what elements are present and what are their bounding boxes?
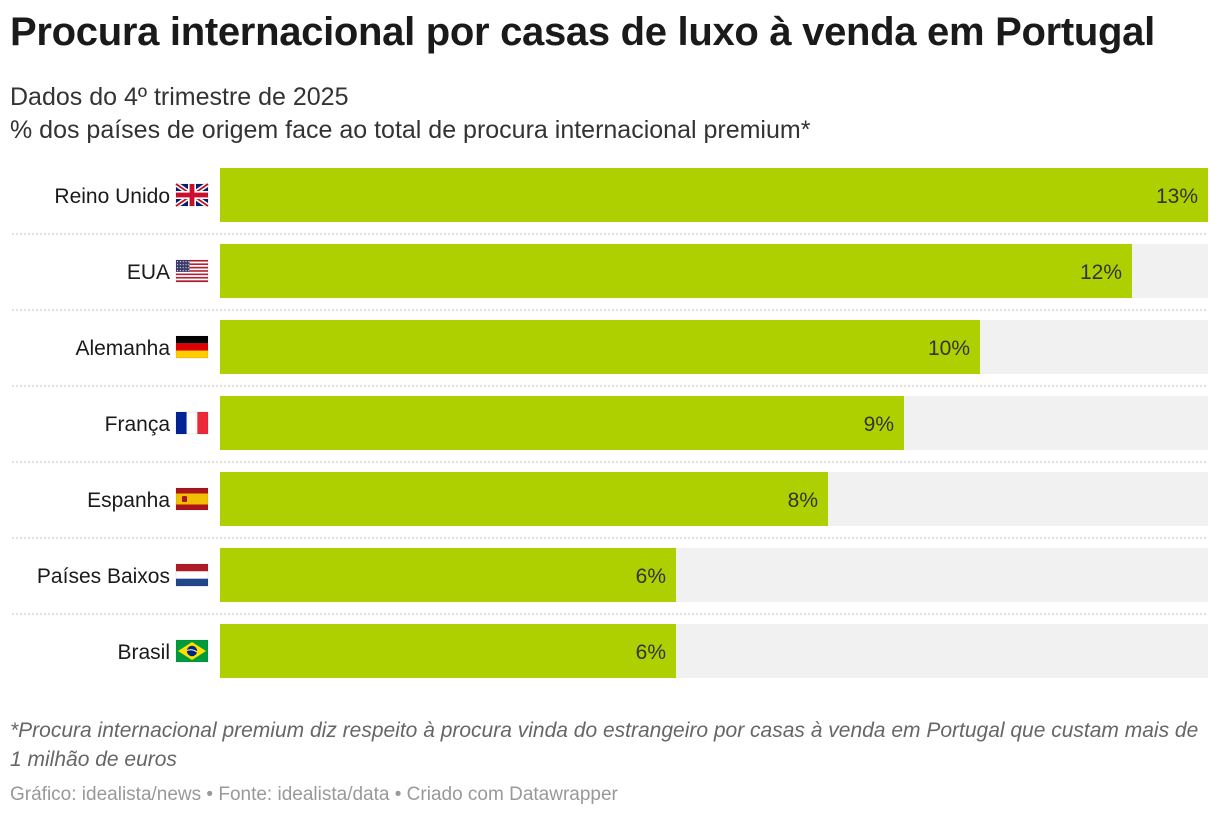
category-label: Países Baixos (37, 565, 170, 588)
bar (220, 320, 980, 374)
bar-value-label: 10% (928, 337, 970, 360)
france-flag-icon (175, 411, 209, 435)
bar-row: 6% Países Baixos (12, 548, 1208, 615)
uk-flag-icon (174, 181, 210, 209)
bar-value-label: 8% (788, 489, 818, 512)
bar-row: 8% Espanha (12, 472, 1208, 539)
spain-flag-icon (175, 487, 209, 511)
category-label: Espanha (87, 489, 170, 512)
category-label: França (105, 413, 171, 436)
category-label: Reino Unido (54, 185, 170, 208)
usa-flag-icon (175, 259, 209, 283)
bar (220, 624, 676, 678)
brazil-flag-icon (175, 639, 209, 663)
chart-subtitle: Dados do 4º trimestre de 2025 (10, 83, 349, 111)
bar-row: 13% Reino Unido (12, 168, 1208, 235)
bar-value-label: 12% (1080, 261, 1122, 284)
germany-flag-icon (175, 335, 209, 359)
bar-value-label: 6% (636, 641, 666, 664)
source-credits: Gráfico: idealista/news • Fonte: idealis… (10, 784, 618, 805)
bar-row: 10% Alemanha (12, 320, 1208, 387)
bar-row: 6% Brasil (117, 624, 1208, 678)
bar-value-label: 9% (864, 413, 894, 436)
bar (220, 472, 828, 526)
bar-row: 9% França (12, 396, 1208, 463)
bar-row: 12% EUA (12, 244, 1208, 311)
category-label: Alemanha (75, 337, 170, 360)
bar (220, 396, 904, 450)
bar (220, 244, 1132, 298)
chart-description: % dos países de origem face ao total de … (10, 116, 811, 144)
bar-value-label: 13% (1156, 185, 1198, 208)
netherlands-flag-icon (175, 563, 209, 587)
category-label: Brasil (117, 641, 170, 664)
category-label: EUA (127, 261, 170, 284)
footnote: *Procura internacional premium diz respe… (10, 719, 1199, 771)
bar-value-label: 6% (636, 565, 666, 588)
bar (220, 548, 676, 602)
chart-title: Procura internacional por casas de luxo … (10, 10, 1155, 54)
bar-chart: 13% Reino Unido 12% EUA 10% Alemanha 9% França 8… (12, 168, 1208, 678)
bar (220, 168, 1208, 222)
